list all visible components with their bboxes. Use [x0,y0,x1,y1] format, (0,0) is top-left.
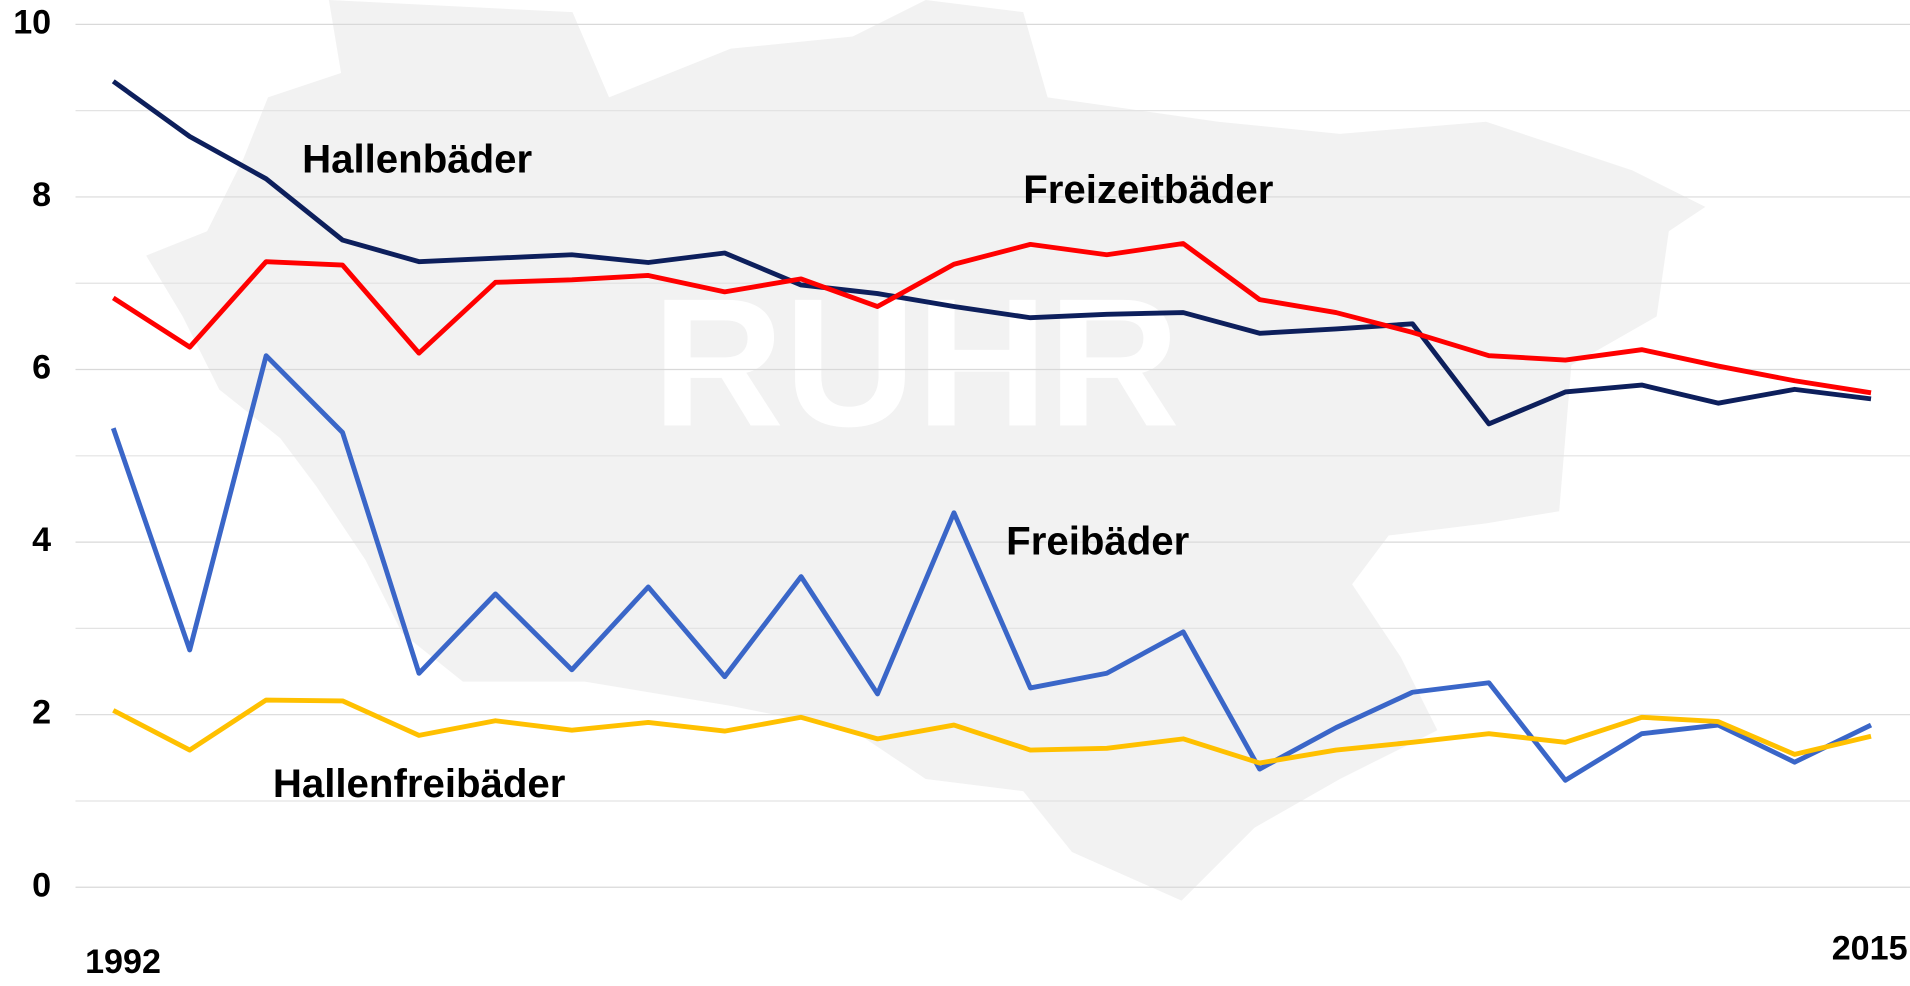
y-tick-label: 8 [32,176,51,214]
series-line [112,697,1872,766]
series-line [111,79,1872,427]
y-tick-label: 6 [32,349,51,387]
y-tick-label: 4 [32,521,51,559]
x-tick-label: 2015 [1832,930,1908,968]
series-label: Hallenfreibäder [273,761,566,806]
y-tick-label: 0 [32,866,51,904]
series-label: Hallenbäder [302,136,532,181]
x-tick-label: 1992 [85,943,161,981]
series-line [111,241,1872,396]
series-line [110,353,1873,783]
map-background [146,0,1706,901]
y-tick-label: 2 [32,694,51,732]
watermark: RUHR [652,261,1180,465]
series-label: Freibäder [1006,519,1190,564]
y-tick-label: 10 [13,3,51,41]
series-label: Freizeitbäder [1023,167,1274,212]
